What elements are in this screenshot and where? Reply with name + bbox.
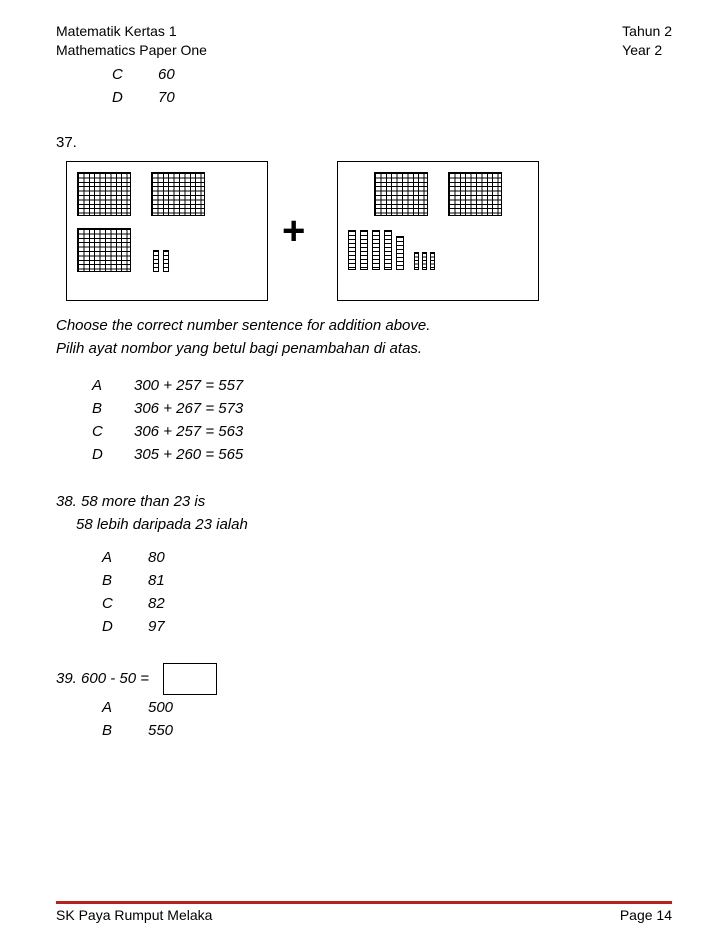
option-label: D — [92, 446, 120, 463]
option-label: B — [92, 400, 120, 417]
page-header: Matematik Kertas 1 Mathematics Paper One… — [56, 22, 672, 60]
option-value: 81 — [148, 572, 165, 589]
q37-number: 37. — [56, 134, 672, 151]
ones-block-icon — [163, 250, 169, 272]
answer-box-icon — [163, 663, 217, 695]
q38-option-b: B 81 — [56, 572, 672, 589]
prev-option-d: D 70 — [56, 89, 672, 106]
ten-block-icon — [360, 230, 368, 270]
header-grade-en: Year 2 — [622, 41, 672, 60]
q37-option-b: B 306 + 267 = 573 — [56, 400, 672, 417]
footer-rule — [56, 901, 672, 904]
option-value: 500 — [148, 699, 173, 716]
option-label: B — [102, 722, 130, 739]
q38-prompt-ms: 58 lebih daripada 23 ialah — [76, 516, 672, 533]
ten-block-icon — [348, 230, 356, 270]
hundred-block-icon — [374, 172, 428, 216]
option-value: 550 — [148, 722, 173, 739]
option-label: B — [102, 572, 130, 589]
header-title-ms: Matematik Kertas 1 — [56, 22, 207, 41]
option-value: 306 + 257 = 563 — [134, 423, 243, 440]
option-label: A — [102, 549, 130, 566]
prev-option-c: C 60 — [56, 66, 672, 83]
option-value: 306 + 267 = 573 — [134, 400, 243, 417]
footer-school: SK Paya Rumput Melaka — [56, 907, 212, 923]
q37-right-box — [337, 161, 539, 301]
hundred-block-icon — [151, 172, 205, 216]
q37-prompt-en: Choose the correct number sentence for a… — [56, 317, 672, 334]
q38-option-a: A 80 — [56, 549, 672, 566]
q39-option-a: A 500 — [56, 699, 672, 716]
q38-option-d: D 97 — [56, 618, 672, 635]
ones-block-icon — [414, 252, 419, 270]
option-value: 70 — [158, 89, 175, 106]
option-value: 82 — [148, 595, 165, 612]
ten-block-icon — [372, 230, 380, 270]
header-title-en: Mathematics Paper One — [56, 41, 207, 60]
q39-line: 39. 600 - 50 = — [56, 663, 672, 695]
hundred-block-icon — [77, 172, 131, 216]
option-label: D — [102, 618, 130, 635]
q37-option-c: C 306 + 257 = 563 — [56, 423, 672, 440]
q39-expression: 39. 600 - 50 = — [56, 670, 149, 687]
option-label: A — [92, 377, 120, 394]
option-label: C — [102, 595, 130, 612]
option-value: 80 — [148, 549, 165, 566]
ones-block-icon — [430, 252, 435, 270]
option-label: C — [92, 423, 120, 440]
q39-option-b: B 550 — [56, 722, 672, 739]
header-left: Matematik Kertas 1 Mathematics Paper One — [56, 22, 207, 60]
page-footer: SK Paya Rumput Melaka Page 14 — [56, 901, 672, 923]
hundred-block-icon — [77, 228, 131, 272]
q37-prompt-ms: Pilih ayat nombor yang betul bagi penamb… — [56, 340, 672, 357]
q37-option-a: A 300 + 257 = 557 — [56, 377, 672, 394]
option-label: D — [112, 89, 140, 106]
header-right: Tahun 2 Year 2 — [622, 22, 672, 60]
ones-block-icon — [422, 252, 427, 270]
q37-figure: + — [66, 161, 672, 301]
ten-block-icon — [396, 236, 404, 270]
option-value: 300 + 257 = 557 — [134, 377, 243, 394]
q38-prompt-en: 38. 58 more than 23 is — [56, 493, 672, 510]
q37-option-d: D 305 + 260 = 565 — [56, 446, 672, 463]
option-value: 97 — [148, 618, 165, 635]
option-label: C — [112, 66, 140, 83]
ones-block-icon — [153, 250, 159, 272]
option-value: 60 — [158, 66, 175, 83]
option-value: 305 + 260 = 565 — [134, 446, 243, 463]
hundred-block-icon — [448, 172, 502, 216]
option-label: A — [102, 699, 130, 716]
footer-page: Page 14 — [620, 907, 672, 923]
q37-left-box — [66, 161, 268, 301]
q38-option-c: C 82 — [56, 595, 672, 612]
plus-icon: + — [282, 211, 305, 251]
header-grade-ms: Tahun 2 — [622, 22, 672, 41]
ten-block-icon — [384, 230, 392, 270]
